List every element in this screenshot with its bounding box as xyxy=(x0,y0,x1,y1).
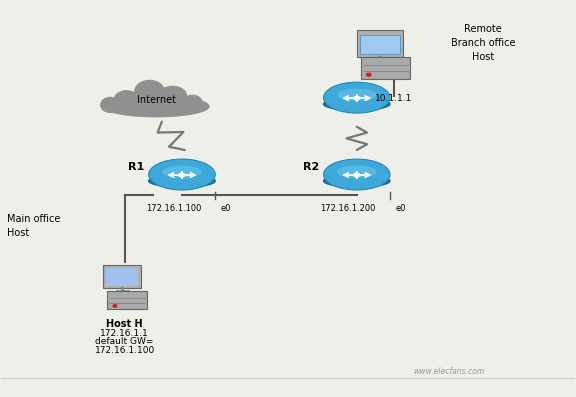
Ellipse shape xyxy=(337,89,377,101)
FancyBboxPatch shape xyxy=(107,268,138,285)
Ellipse shape xyxy=(337,166,377,178)
Text: 172.16.1.200: 172.16.1.200 xyxy=(320,204,376,213)
Ellipse shape xyxy=(114,91,139,110)
Text: Internet: Internet xyxy=(137,95,176,105)
FancyBboxPatch shape xyxy=(104,265,141,287)
Ellipse shape xyxy=(149,175,215,187)
Circle shape xyxy=(113,304,117,307)
Ellipse shape xyxy=(324,98,390,110)
Text: default GW=: default GW= xyxy=(96,337,154,346)
Ellipse shape xyxy=(324,159,390,190)
Ellipse shape xyxy=(135,81,164,103)
Ellipse shape xyxy=(149,159,215,190)
Ellipse shape xyxy=(162,166,202,178)
Text: Remote
Branch office
Host: Remote Branch office Host xyxy=(450,24,515,62)
Ellipse shape xyxy=(324,175,390,187)
Text: e0: e0 xyxy=(396,204,406,213)
Text: www.elecfans.com: www.elecfans.com xyxy=(413,368,484,376)
Text: 172.16.1.100: 172.16.1.100 xyxy=(146,204,201,213)
Ellipse shape xyxy=(159,87,187,106)
FancyBboxPatch shape xyxy=(361,57,410,79)
Text: 172.16.1.1: 172.16.1.1 xyxy=(100,329,149,337)
FancyBboxPatch shape xyxy=(357,31,403,57)
Text: 172.16.1.100: 172.16.1.100 xyxy=(94,345,155,355)
FancyBboxPatch shape xyxy=(360,35,400,54)
Text: e0: e0 xyxy=(221,204,232,213)
Text: R2: R2 xyxy=(304,162,320,172)
Text: R1: R1 xyxy=(128,162,145,172)
Circle shape xyxy=(366,73,371,76)
FancyBboxPatch shape xyxy=(107,291,147,308)
Ellipse shape xyxy=(104,96,209,117)
Ellipse shape xyxy=(101,98,119,112)
Ellipse shape xyxy=(324,82,390,113)
Text: 10.1.1.1: 10.1.1.1 xyxy=(376,94,413,103)
Text: Host H: Host H xyxy=(107,319,143,329)
Text: Main office
Host: Main office Host xyxy=(7,214,60,238)
Ellipse shape xyxy=(183,95,202,112)
